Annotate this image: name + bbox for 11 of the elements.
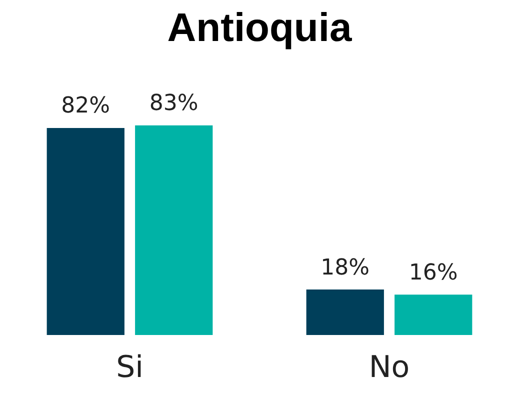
data-label: 82%	[61, 94, 110, 119]
chart-title: Antioquia	[167, 6, 352, 50]
data-label: 83%	[149, 91, 198, 116]
bar	[46, 128, 124, 335]
bar	[306, 290, 384, 335]
bar	[394, 294, 472, 335]
data-label: 16%	[408, 260, 458, 286]
x-tick-label: No	[368, 350, 410, 385]
data-label: 18%	[320, 255, 370, 280]
x-tick-label: Si	[116, 350, 144, 385]
bar	[135, 125, 213, 335]
